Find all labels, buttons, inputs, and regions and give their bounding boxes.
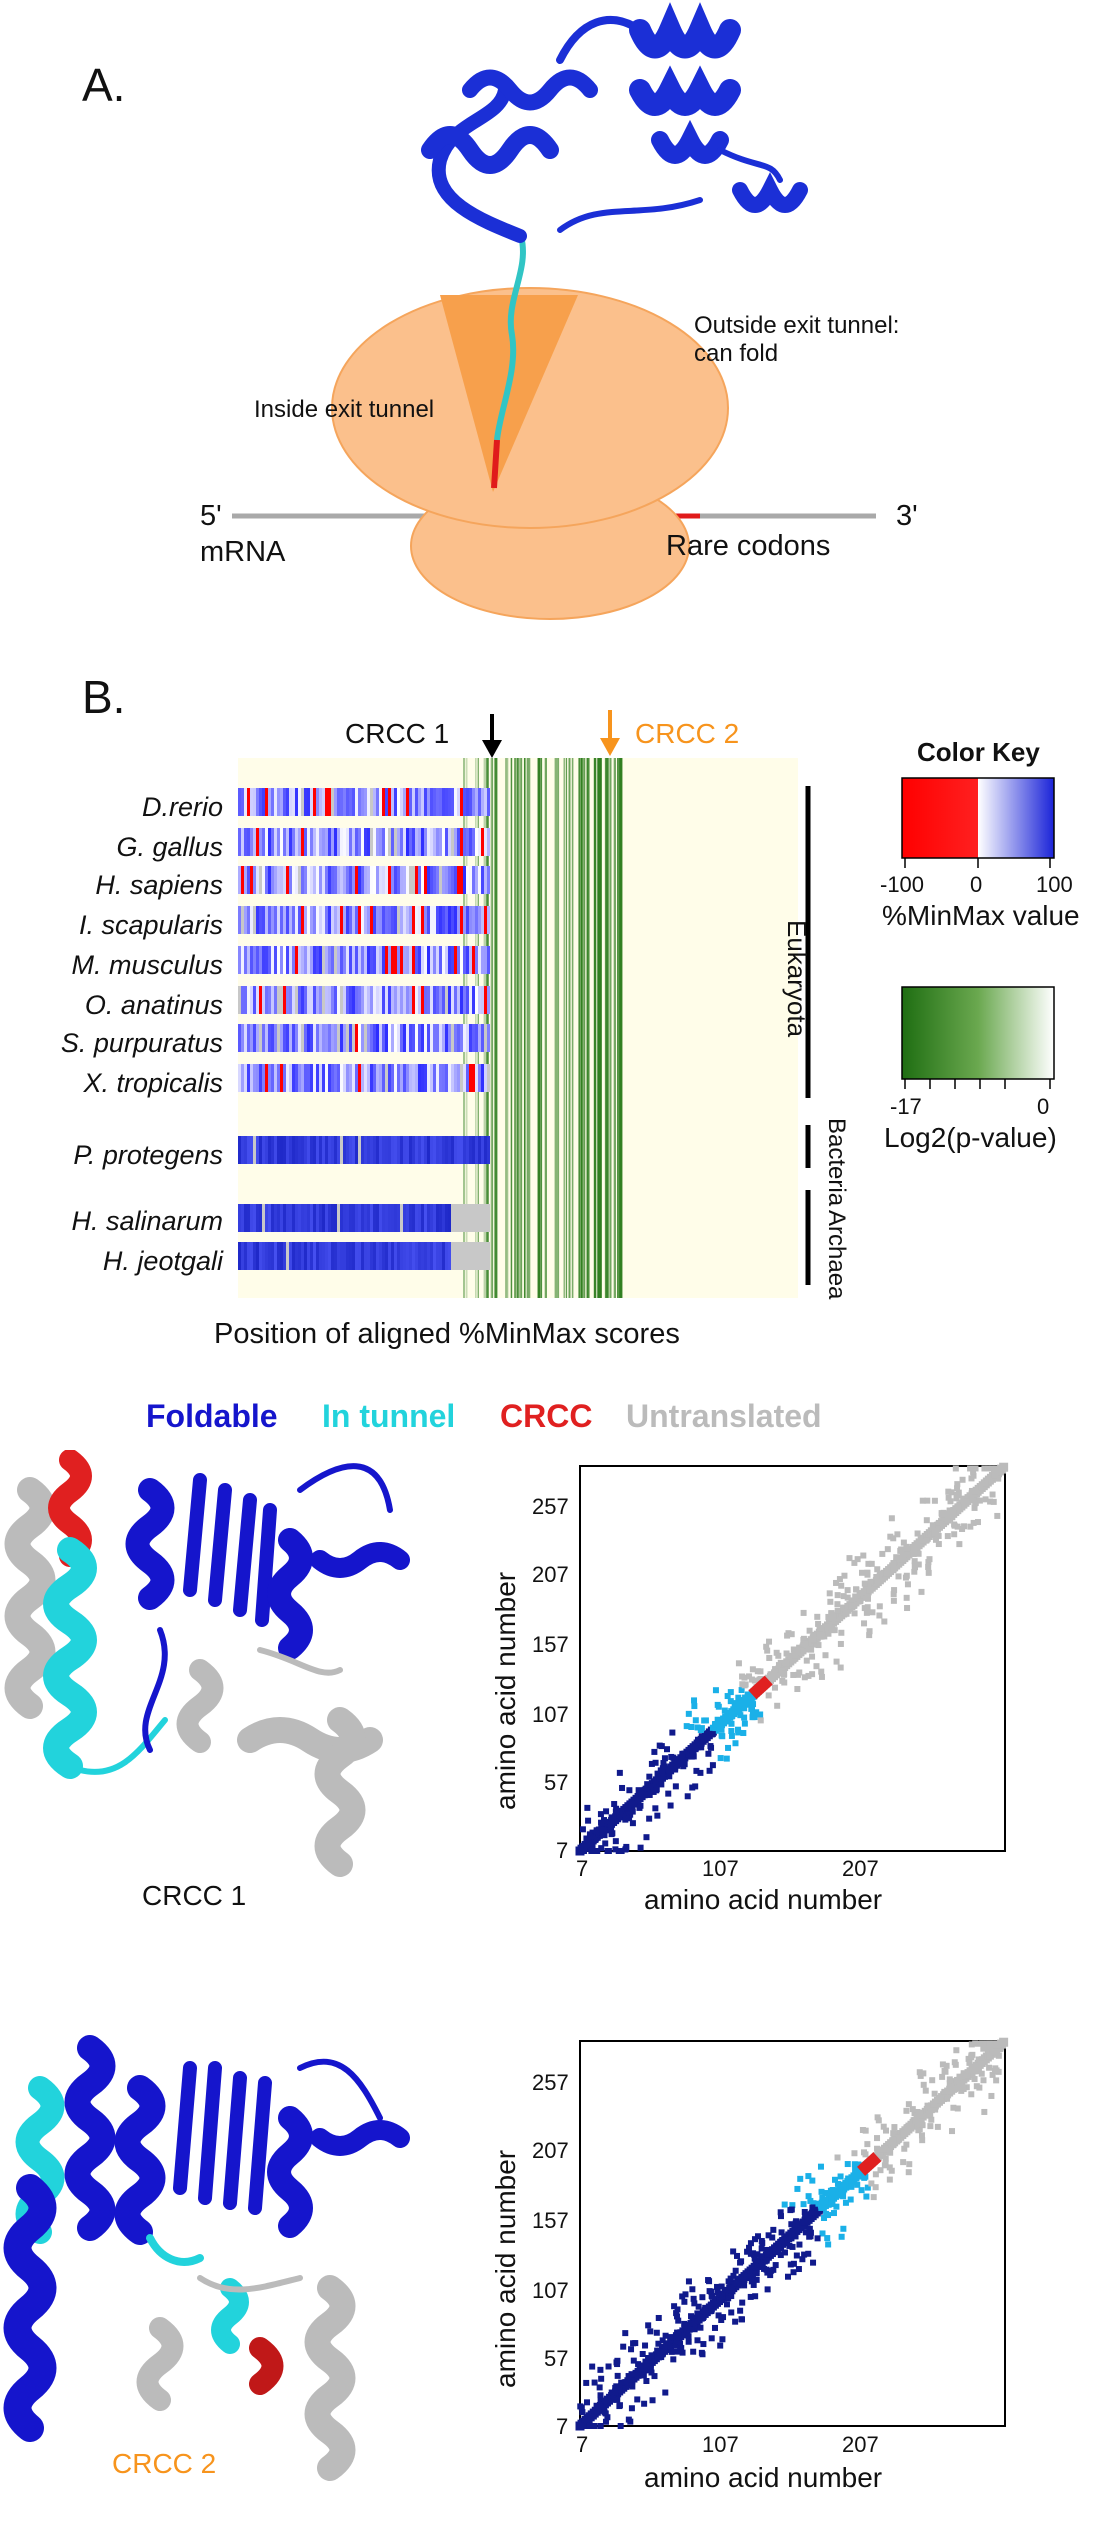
panel-a-schematic	[232, 2, 876, 620]
species-label: G. gallus	[116, 832, 223, 862]
panel-a-label: A.	[82, 59, 126, 111]
heatmap-row	[238, 906, 490, 934]
protein-structure-crcc1	[4, 1450, 410, 1877]
cmap1-ytick: 7	[556, 1838, 569, 1863]
cmap1-xlabel: amino acid number	[644, 1884, 883, 1915]
pvalue-key-tick: -17	[890, 1094, 922, 1119]
cmap2-ytick: 157	[532, 2208, 569, 2233]
structure2-label: CRCC 2	[112, 2448, 217, 2479]
color-key-label: %MinMax value	[882, 900, 1080, 931]
nascent-chain-rare	[491, 439, 500, 489]
domain-brackets	[805, 786, 811, 1285]
minmax-heatmap	[238, 758, 798, 1298]
heatmap-row	[238, 1064, 490, 1092]
cmap1-xtick: 107	[702, 1856, 739, 1881]
cmap2-ytick: 257	[532, 2070, 569, 2095]
heatmap-xlabel: Position of aligned %MinMax scores	[214, 1318, 680, 1350]
outside-tunnel-label-1: Outside exit tunnel:	[694, 312, 900, 339]
cmap2-ytick: 207	[532, 2138, 569, 2163]
species-label: H. jeotgali	[102, 1246, 223, 1276]
panel-b-label: B.	[82, 671, 126, 723]
cmap1-ytick: 57	[544, 1770, 569, 1795]
heatmap-row	[238, 1024, 490, 1052]
heatmap-rows	[238, 788, 490, 1270]
legend-foldable: Foldable	[146, 1398, 278, 1434]
crcc2-arrow	[600, 710, 620, 756]
legend-untranslated: Untranslated	[626, 1398, 822, 1434]
heatmap-row	[238, 1136, 490, 1164]
species-label: H. sapiens	[95, 870, 223, 900]
heatmap-row	[238, 866, 490, 894]
species-label: I. scapularis	[78, 910, 223, 940]
nascent-chain	[494, 235, 526, 441]
species-label: H. salinarum	[71, 1206, 223, 1236]
contact-map-crcc1	[575, 1462, 1009, 1856]
species-label: S. purpuratus	[60, 1028, 223, 1058]
cmap2-ytick: 7	[556, 2414, 569, 2439]
heatmap-row	[238, 1242, 490, 1270]
three-prime-label: 3'	[896, 500, 918, 532]
crcc1-marker-label: CRCC 1	[345, 718, 450, 749]
cmap1-ytick: 157	[532, 1632, 569, 1657]
crcc2-marker-label: CRCC 2	[635, 718, 740, 749]
cmap2-ylabel: amino acid number	[490, 2149, 521, 2388]
contact-map-crcc2	[575, 2037, 1009, 2431]
cmap1-ytick: 207	[532, 1562, 569, 1587]
color-key-gradient	[901, 777, 1055, 868]
domain-label-archaea: Archaea	[823, 1210, 850, 1300]
cmap2-ytick: 107	[532, 2278, 569, 2303]
species-label: P. protegens	[73, 1140, 223, 1170]
cmap2-xtick: 107	[702, 2432, 739, 2457]
cmap2-xlabel: amino acid number	[644, 2462, 883, 2493]
species-label: X. tropicalis	[83, 1068, 223, 1098]
pvalue-key-label: Log2(p-value)	[884, 1122, 1057, 1153]
structure1-label: CRCC 1	[142, 1880, 247, 1911]
rare-codons-label: Rare codons	[666, 530, 831, 562]
protein-structure-crcc2	[3, 2035, 410, 2481]
cmap2-ytick: 57	[544, 2346, 569, 2371]
color-key-tick: 0	[970, 872, 983, 897]
color-key-tick: -100	[880, 872, 925, 897]
cmap1-xtick: 7	[576, 1856, 589, 1881]
pvalue-key-gradient	[901, 986, 1055, 1089]
heatmap-row	[238, 946, 490, 974]
cmap1-ylabel: amino acid number	[490, 1571, 521, 1810]
outside-tunnel-label-2: can fold	[694, 340, 779, 367]
species-label: M. musculus	[71, 950, 223, 980]
cmap1-xtick: 207	[842, 1856, 879, 1881]
crcc-arrows	[482, 710, 620, 758]
pvalue-key-tick: 0	[1037, 1094, 1050, 1119]
heatmap-row	[238, 986, 490, 1014]
ribosome-large-subunit	[331, 287, 729, 529]
heatmap-row	[238, 828, 490, 856]
five-prime-label: 5'	[200, 500, 222, 532]
cmap1-ytick: 257	[532, 1494, 569, 1519]
folded-protein	[421, 2, 808, 243]
species-label: D.rerio	[141, 792, 223, 822]
color-key-title: Color Key	[917, 737, 1040, 767]
legend-crcc: CRCC	[500, 1398, 593, 1434]
species-label: O. anatinus	[84, 990, 223, 1020]
cmap2-xtick: 7	[576, 2432, 589, 2457]
color-key-tick: 100	[1036, 872, 1073, 897]
legend-in-tunnel: In tunnel	[322, 1398, 456, 1434]
heatmap-row	[238, 1204, 490, 1232]
domain-label-bacteria: Bacteria	[823, 1118, 850, 1207]
heatmap-row	[238, 788, 490, 816]
cmap2-xtick: 207	[842, 2432, 879, 2457]
domain-label-eukaryota: Eukaryota	[782, 920, 812, 1038]
mrna-label: mRNA	[200, 536, 286, 568]
inside-tunnel-label: Inside exit tunnel	[254, 396, 435, 423]
crcc1-arrow	[482, 714, 502, 758]
cmap1-ytick: 107	[532, 1702, 569, 1727]
